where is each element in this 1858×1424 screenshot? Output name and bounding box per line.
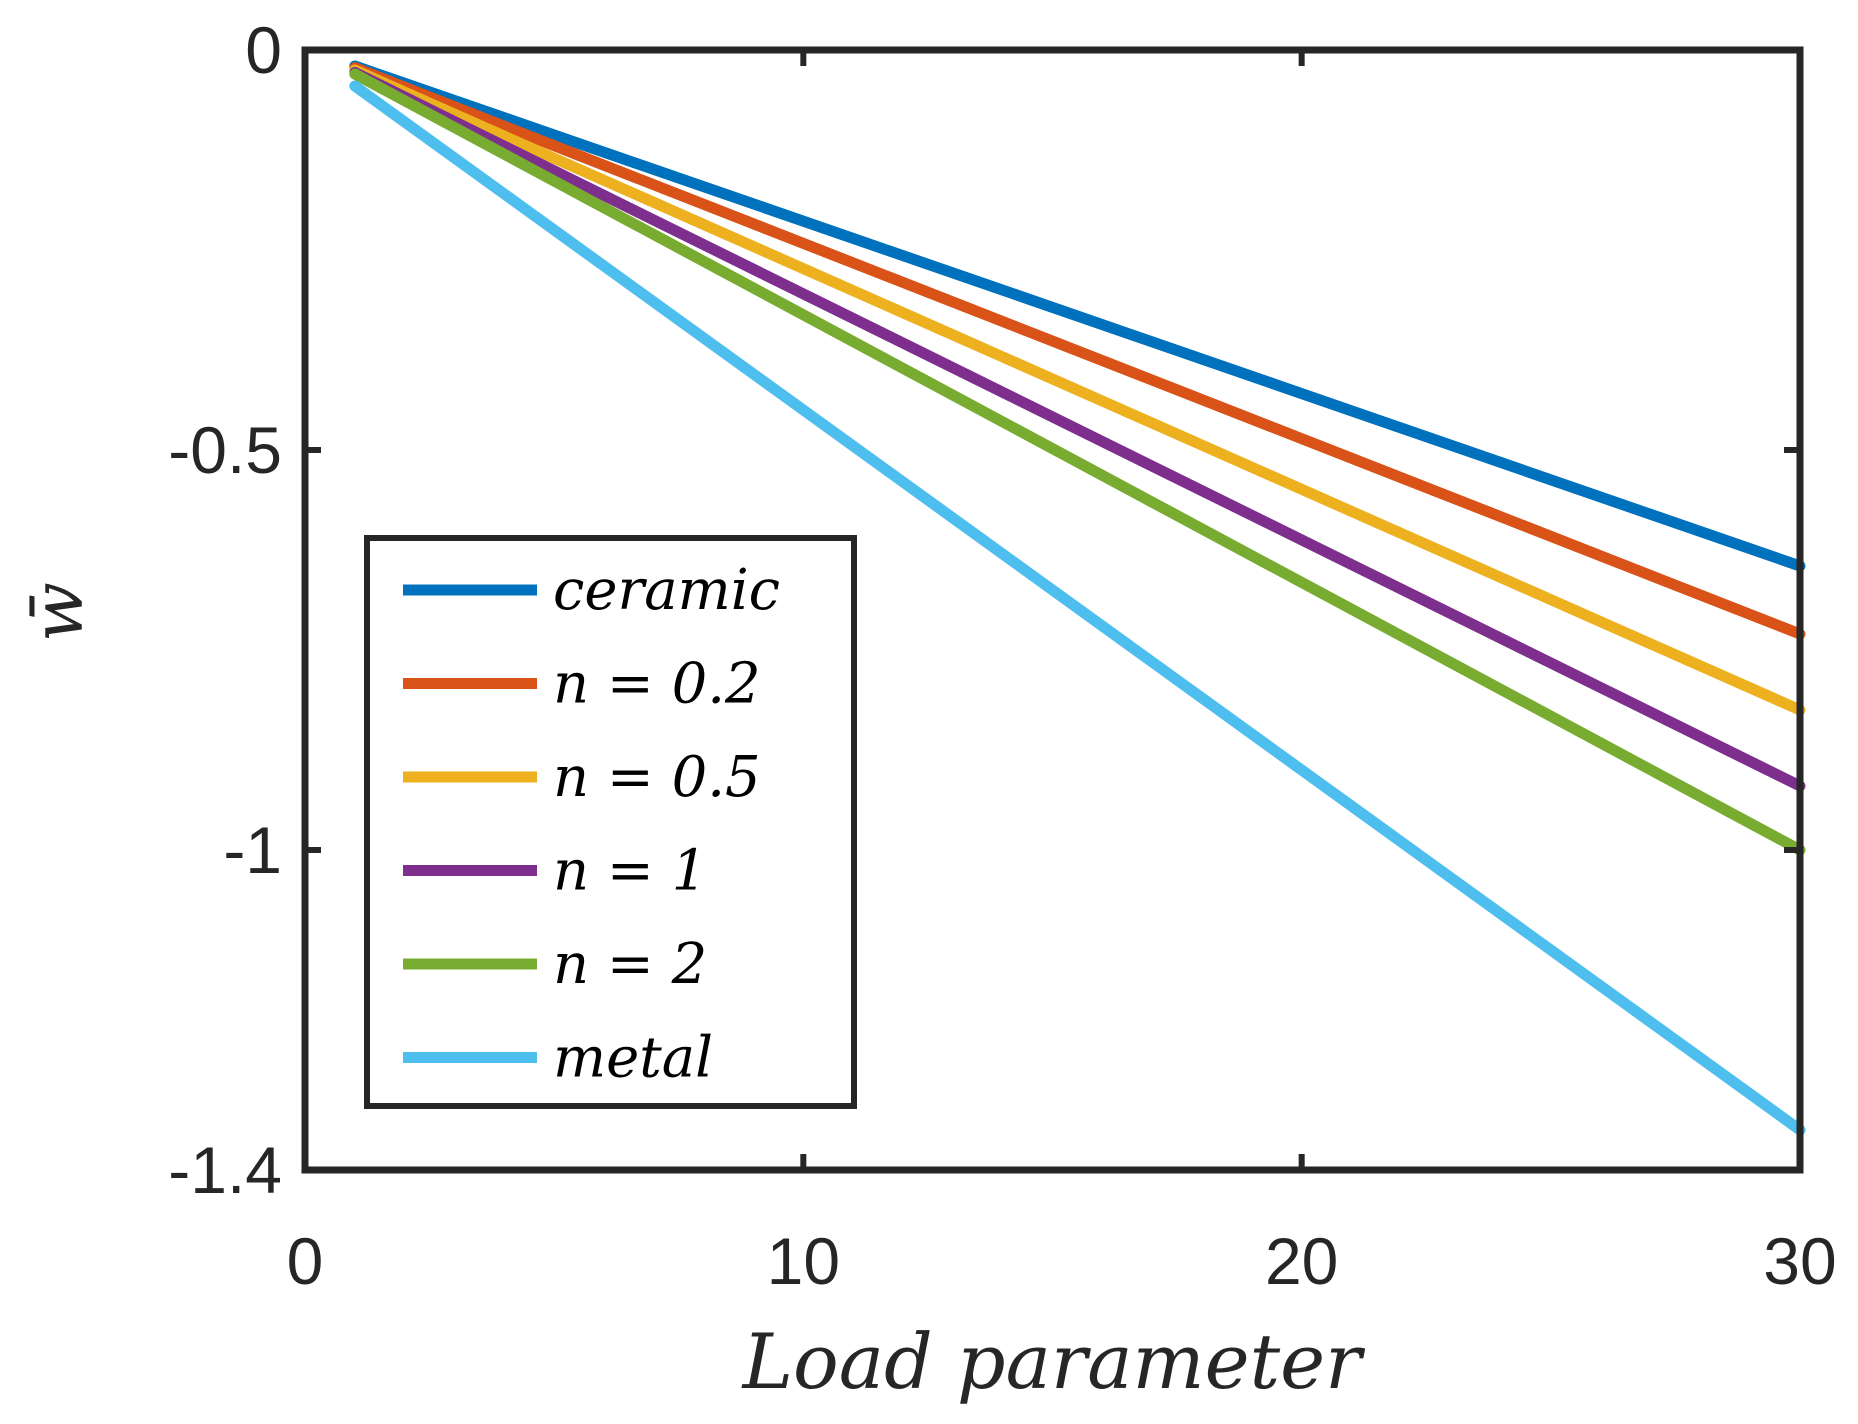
legend-label-2: n = 0.5: [553, 745, 761, 810]
series-line-1: [349, 62, 1806, 640]
series-line-2: [349, 64, 1806, 716]
x-tick-label-3: 30: [1763, 1224, 1836, 1298]
legend-box: [364, 535, 857, 1109]
legend-label-4: n = 2: [553, 932, 707, 997]
series-line-5: [349, 80, 1806, 1136]
legend-label-3: n = 1: [553, 839, 707, 904]
series-line-4: [349, 68, 1806, 856]
series-line-0: [349, 60, 1806, 572]
axes-frame: [301, 46, 1804, 1174]
x-tick-label-2: 20: [1265, 1224, 1338, 1298]
series-layer: [349, 60, 1806, 1136]
legend-label-1: n = 0.2: [553, 652, 761, 717]
tick-labels-layer: 0 10 20 30 0 -0.5 -1 -1.4: [168, 13, 1836, 1298]
y-tick-label-2: -1: [223, 813, 282, 887]
legend-entries: ceramic n = 0.2 n = 0.5 n = 1 n = 2 metal: [403, 558, 780, 1091]
x-tick-label-1: 10: [767, 1224, 840, 1298]
legend: ceramic n = 0.2 n = 0.5 n = 1 n = 2 metal: [364, 535, 857, 1109]
y-tick-label-1: -0.5: [168, 413, 282, 487]
series-line-3: [349, 66, 1806, 792]
y-tick-label-3: -1.4: [168, 1133, 282, 1207]
y-tick-label-0: 0: [245, 13, 282, 87]
legend-label-0: ceramic: [553, 558, 780, 623]
x-axis-title: Load parameter: [741, 1317, 1367, 1406]
y-axis-title: w̄: [17, 582, 99, 642]
x-tick-label-0: 0: [287, 1224, 324, 1298]
legend-label-5: metal: [553, 1026, 713, 1091]
